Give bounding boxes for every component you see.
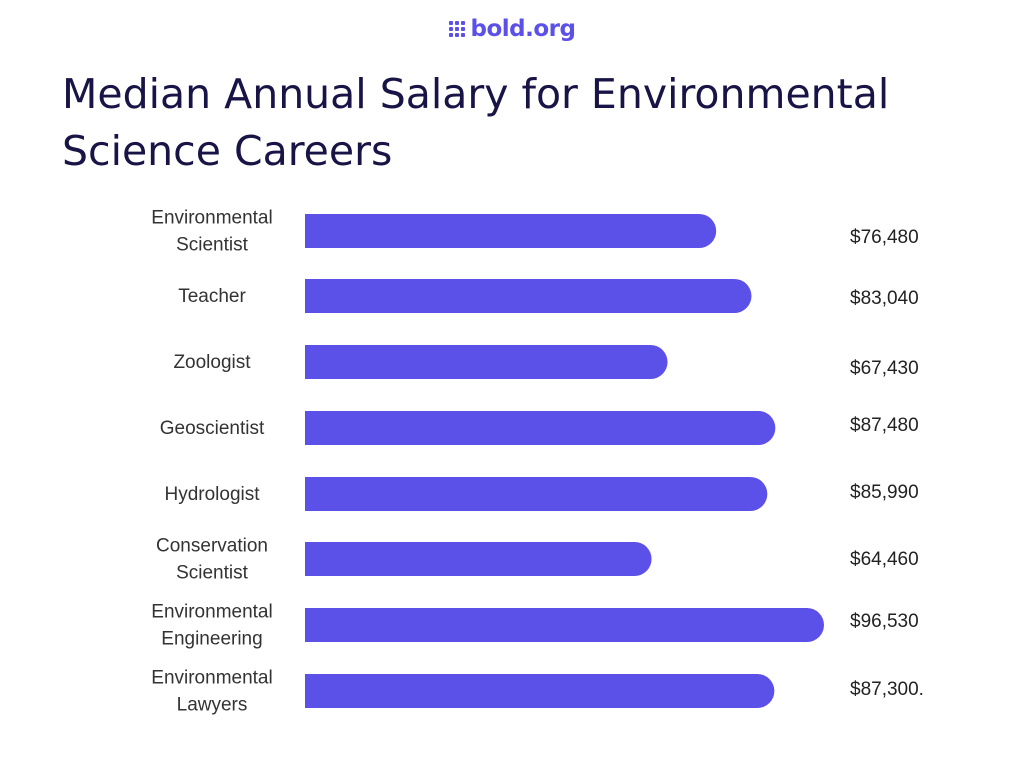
value-label-7: $87,300. [850,679,924,700]
value-label-0: $76,480 [850,227,919,248]
chart-title: Median Annual Salary for Environmental S… [62,70,890,175]
category-label-1: Teacher [178,286,246,307]
category-label-7: Environmental Lawyers [151,668,272,716]
bar-0 [305,214,717,248]
category-label-4: Hydrologist [164,484,260,505]
value-label-3: $87,480 [850,415,919,436]
bar-4 [305,477,768,511]
bar-3 [305,411,776,445]
brand-logo: bold.org [0,16,1024,42]
logo-grid-icon [448,21,465,37]
value-label-2: $67,430 [850,358,919,379]
value-label-6: $96,530 [850,611,919,632]
category-label-5: Conservation Scientist [156,536,268,584]
bar-5 [305,542,652,576]
logo-text: bold.org [470,16,576,42]
category-label-3: Geoscientist [160,418,265,439]
bar-1 [305,279,752,313]
bar-7 [305,674,775,708]
bar-2 [305,345,668,379]
value-label-5: $64,460 [850,549,919,570]
bar-6 [305,608,824,642]
category-label-2: Zoologist [173,352,251,373]
value-label-1: $83,040 [850,288,919,309]
value-label-4: $85,990 [850,482,919,503]
category-label-6: Environmental Engineering [151,602,272,650]
category-label-0: Environmental Scientist [151,208,272,256]
